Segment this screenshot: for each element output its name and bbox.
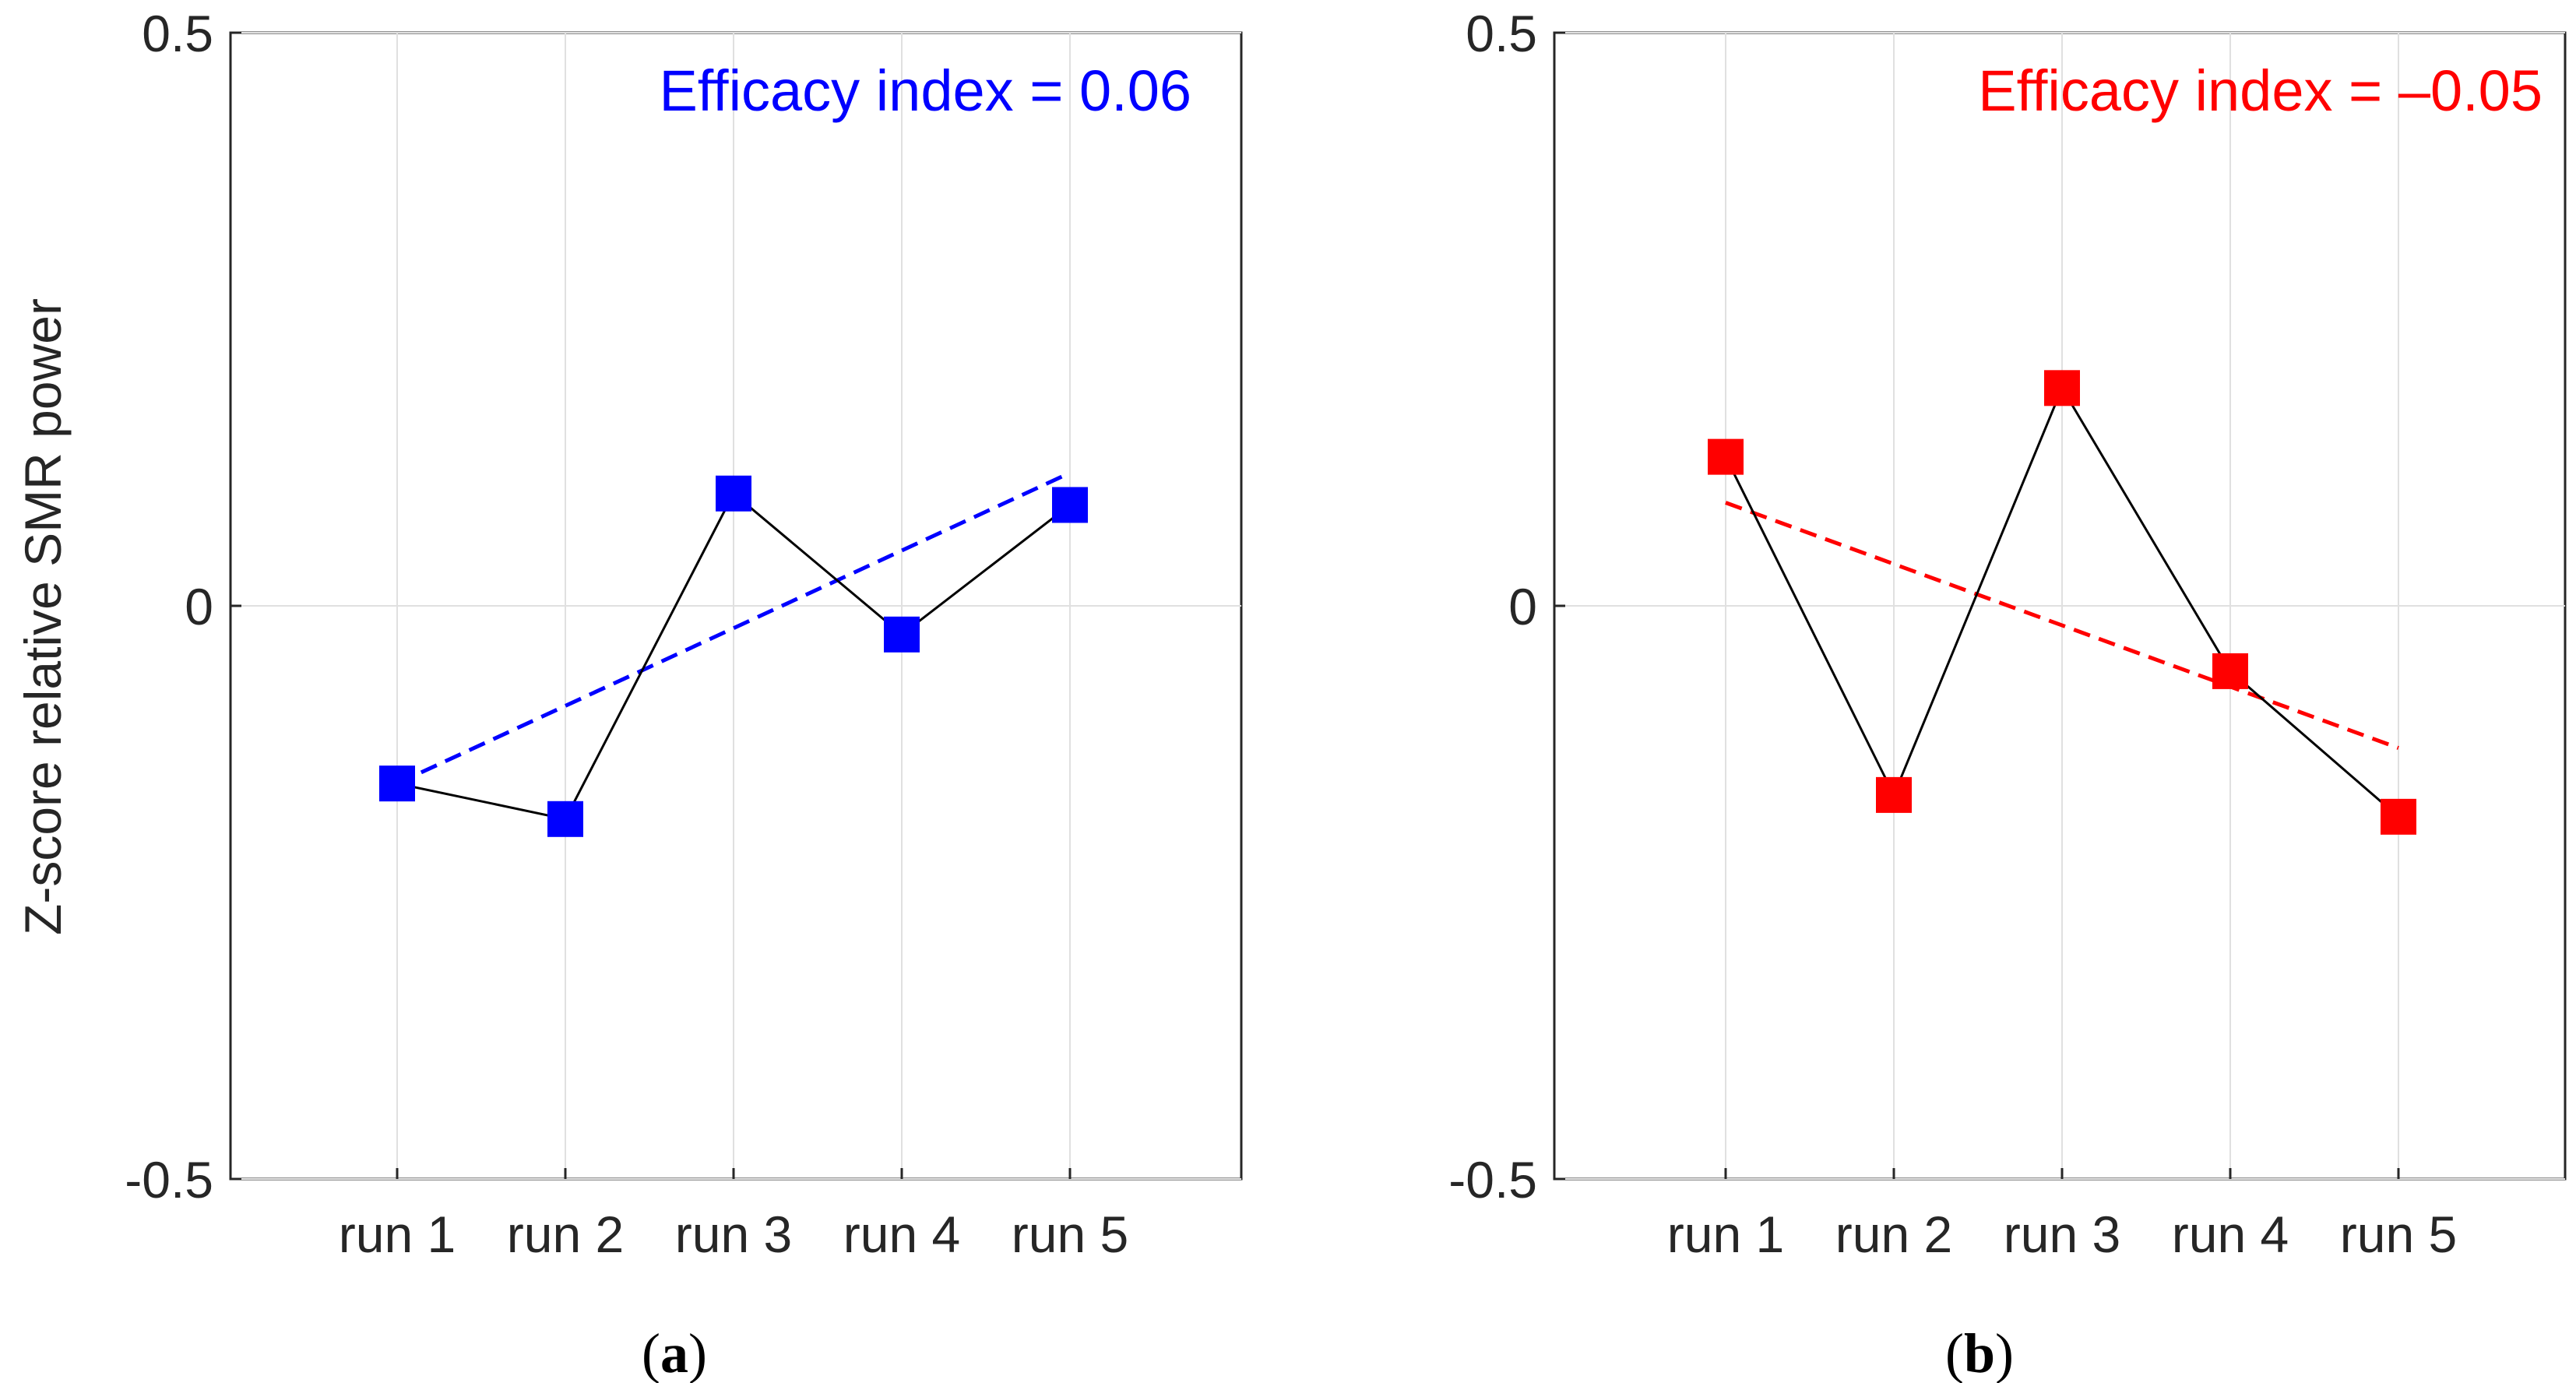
panel-b: 0.5 0 -0.5 run 1 run 2 run 3 run 4 run 5 Effic… bbox=[1448, 5, 2567, 1383]
panel-a-xtick-label-4: run 4 bbox=[843, 1205, 960, 1263]
panel-b-marker-5 bbox=[2381, 798, 2416, 835]
panel-b-ytick-label-3: -0.5 bbox=[1448, 1151, 1537, 1209]
panel-a-ytick-label-1: 0.5 bbox=[142, 5, 213, 62]
panel-a-marker-2 bbox=[547, 801, 583, 837]
panel-b-xticks: run 1 run 2 run 3 run 4 run 5 bbox=[1667, 1168, 2457, 1263]
panel-a: 0.5 0 -0.5 run 1 run 2 run 3 run 4 run 5 Effic… bbox=[125, 5, 1243, 1383]
panel-b-label-letter: b bbox=[1964, 1322, 1995, 1383]
panel-a-markers bbox=[379, 475, 1088, 837]
panel-b-trend-line bbox=[1725, 501, 2399, 750]
panel-a-yticks: 0.5 0 -0.5 bbox=[125, 5, 241, 1209]
panel-b-marker-1 bbox=[1708, 438, 1744, 475]
panel-b-label: (b) bbox=[1945, 1322, 2014, 1383]
panel-b-xtick-label-1: run 1 bbox=[1667, 1205, 1784, 1263]
panel-b-marker-2 bbox=[1876, 776, 1912, 813]
panel-b-ytick-label-1: 0.5 bbox=[1466, 5, 1537, 62]
y-axis-label: Z-score relative SMR power bbox=[14, 298, 72, 935]
panel-b-marker-3 bbox=[2044, 370, 2080, 406]
panel-a-marker-1 bbox=[379, 765, 415, 802]
panel-a-xticks: run 1 run 2 run 3 run 4 run 5 bbox=[339, 1168, 1128, 1263]
panel-b-annotation: Efficacy index = –0.05 bbox=[1978, 58, 2543, 123]
panel-a-annotation: Efficacy index = 0.06 bbox=[659, 58, 1191, 123]
panel-a-trend-line bbox=[396, 470, 1072, 786]
panel-a-marker-4 bbox=[884, 616, 920, 653]
panel-b-xtick-label-2: run 2 bbox=[1835, 1205, 1952, 1263]
panel-b-xtick-label-4: run 4 bbox=[2172, 1205, 2289, 1263]
panel-a-gridlines bbox=[231, 32, 1241, 1180]
panel-a-xtick-label-2: run 2 bbox=[507, 1205, 624, 1263]
panel-a-marker-5 bbox=[1052, 487, 1088, 523]
panel-b-ytick-label-2: 0 bbox=[1508, 578, 1537, 635]
panel-b-xtick-label-5: run 5 bbox=[2340, 1205, 2457, 1263]
panel-a-xtick-label-5: run 5 bbox=[1012, 1205, 1128, 1263]
panel-a-marker-3 bbox=[716, 475, 751, 512]
panel-b-xtick-label-3: run 3 bbox=[2004, 1205, 2120, 1263]
panel-b-marker-4 bbox=[2212, 653, 2248, 689]
panel-a-ytick-label-2: 0 bbox=[185, 578, 213, 635]
panel-b-yticks: 0.5 0 -0.5 bbox=[1448, 5, 1565, 1209]
panel-a-xtick-label-3: run 3 bbox=[675, 1205, 792, 1263]
panel-a-label: (a) bbox=[642, 1322, 707, 1383]
panel-a-xtick-label-1: run 1 bbox=[339, 1205, 456, 1263]
panel-a-label-letter: a bbox=[660, 1322, 688, 1383]
panel-b-gridlines bbox=[1554, 32, 2565, 1180]
panel-a-ytick-label-3: -0.5 bbox=[125, 1151, 213, 1209]
panel-b-markers bbox=[1708, 370, 2416, 835]
